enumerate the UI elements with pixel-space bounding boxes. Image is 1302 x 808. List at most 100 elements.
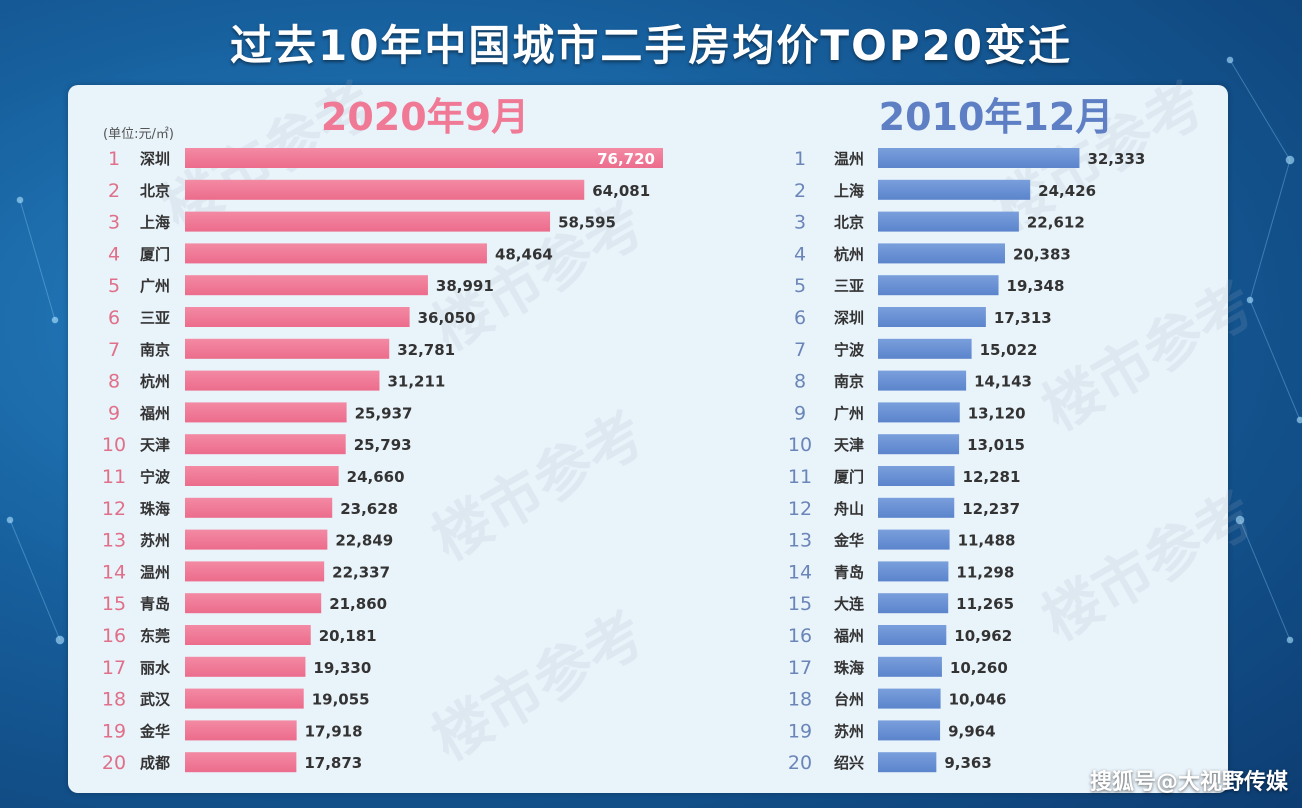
right-bar (878, 307, 986, 327)
left-rank-label: 10 (102, 434, 126, 456)
left-value-label: 17,918 (305, 722, 363, 740)
right-city-label: 绍兴 (834, 754, 864, 772)
left-bar (185, 561, 325, 582)
right-rank-label: 7 (794, 339, 806, 361)
left-city-label: 武汉 (140, 691, 171, 709)
right-rank-label: 15 (788, 593, 812, 615)
left-bar (185, 211, 551, 232)
left-city-label: 成都 (140, 754, 170, 772)
left-value-label: 58,595 (558, 214, 616, 232)
left-rank-label: 15 (102, 593, 126, 615)
left-city-label: 南京 (140, 341, 170, 359)
right-value-label: 10,962 (954, 627, 1012, 645)
right-bar (878, 720, 941, 741)
left-bar (185, 402, 347, 423)
right-rank-label: 6 (794, 307, 806, 329)
source-watermark: 搜狐号@大视野传媒 (1089, 770, 1288, 795)
left-bar (185, 497, 333, 518)
left-value-label: 64,081 (592, 182, 650, 200)
left-unit-label: (单位:元/㎡) (103, 127, 174, 142)
left-value-label: 76,720 (597, 150, 655, 168)
left-rank-label: 1 (108, 148, 120, 170)
right-bar (878, 434, 960, 455)
right-value-label: 12,237 (962, 500, 1020, 518)
left-city-label: 厦门 (140, 245, 170, 263)
left-value-label: 24,660 (347, 468, 405, 486)
left-city-label: 福州 (139, 404, 170, 422)
left-bar (185, 656, 306, 677)
right-city-label: 珠海 (834, 659, 864, 677)
right-rank-label: 13 (788, 530, 812, 552)
right-value-label: 12,281 (963, 468, 1021, 486)
right-bar (878, 148, 1080, 168)
left-bar (185, 466, 339, 486)
right-rank-label: 17 (788, 657, 812, 679)
left-city-label: 北京 (140, 182, 170, 200)
left-value-label: 23,628 (340, 500, 398, 518)
left-bar (185, 625, 311, 645)
left-value-label: 21,860 (329, 595, 387, 613)
right-bar (878, 243, 1005, 264)
right-city-label: 台州 (834, 691, 864, 709)
right-bar (878, 338, 972, 359)
left-bar (185, 179, 585, 200)
right-value-label: 24,426 (1038, 182, 1096, 200)
right-value-label: 17,313 (994, 309, 1052, 327)
right-rank-label: 12 (788, 498, 812, 520)
left-value-label: 22,849 (335, 532, 393, 550)
left-city-label: 丽水 (140, 659, 171, 677)
left-bar (185, 148, 663, 168)
right-city-label: 苏州 (834, 722, 864, 740)
left-city-label: 宁波 (140, 468, 171, 486)
right-city-label: 三亚 (834, 277, 864, 295)
left-value-label: 36,050 (418, 309, 476, 327)
right-city-label: 温州 (834, 150, 864, 168)
right-bar (878, 370, 967, 391)
right-bar (878, 593, 949, 614)
right-bar (878, 529, 950, 550)
right-bar (878, 561, 949, 582)
left-rank-label: 20 (102, 752, 126, 774)
left-rank-label: 5 (108, 275, 120, 297)
right-bar (878, 211, 1019, 232)
right-city-label: 天津 (834, 436, 864, 454)
right-city-label: 舟山 (834, 500, 864, 518)
right-value-label: 11,488 (958, 532, 1016, 550)
right-rank-label: 9 (794, 402, 806, 424)
left-city-label: 广州 (140, 277, 170, 295)
left-rank-label: 18 (102, 689, 126, 711)
right-bar (878, 752, 937, 773)
left-city-label: 金华 (139, 722, 170, 740)
right-bar (878, 497, 955, 518)
left-bar (185, 243, 487, 264)
right-city-label: 福州 (833, 627, 864, 645)
left-value-label: 32,781 (397, 341, 455, 359)
right-rank-label: 10 (788, 434, 812, 456)
right-city-label: 宁波 (834, 341, 865, 359)
left-value-label: 17,873 (304, 754, 362, 772)
left-value-label: 25,793 (354, 436, 412, 454)
right-rank-label: 5 (794, 275, 806, 297)
left-city-label: 三亚 (140, 309, 170, 327)
right-rank-label: 14 (788, 561, 812, 583)
right-value-label: 10,046 (949, 691, 1007, 709)
left-city-label: 天津 (140, 436, 170, 454)
left-city-label: 珠海 (140, 500, 170, 518)
left-bar (185, 752, 297, 773)
left-bar (185, 434, 346, 455)
left-city-label: 上海 (140, 214, 170, 232)
right-value-label: 22,612 (1027, 214, 1085, 232)
right-city-label: 上海 (834, 182, 864, 200)
right-value-label: 32,333 (1087, 150, 1145, 168)
left-city-label: 深圳 (140, 150, 170, 168)
right-chart-title: 2010年12月 (879, 95, 1114, 139)
right-rank-label: 20 (788, 752, 812, 774)
left-rank-label: 11 (102, 466, 126, 488)
right-value-label: 14,143 (974, 373, 1032, 391)
right-rank-label: 16 (788, 625, 812, 647)
left-rank-label: 8 (108, 371, 120, 393)
left-rank-label: 2 (108, 180, 120, 202)
left-rank-label: 16 (102, 625, 126, 647)
